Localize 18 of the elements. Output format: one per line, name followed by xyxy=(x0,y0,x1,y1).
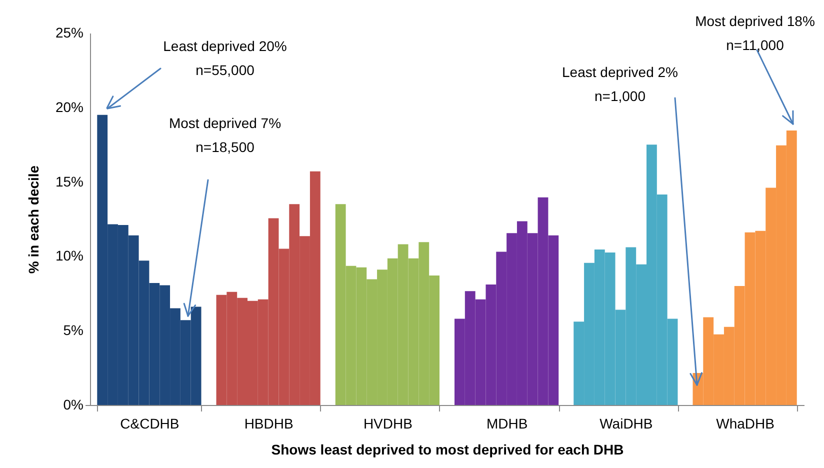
y-tick-label: 25% xyxy=(55,24,84,40)
y-tick-label: 10% xyxy=(55,248,84,264)
y-tick-label: 15% xyxy=(55,173,84,190)
x-tick-label: WaiDHB xyxy=(600,416,653,432)
annotation: Least deprived 2% n=1,000 xyxy=(562,64,678,104)
annotation: Most deprived 7% n=18,500 xyxy=(168,115,282,155)
y-axis-title: % in each decile xyxy=(25,165,42,274)
annotation: Most deprived 18% n=11,000 xyxy=(695,13,815,53)
x-axis-title: Shows least deprived to most deprived for each DHB xyxy=(271,442,624,458)
x-tick-label: WhaDHB xyxy=(716,416,774,432)
annotation: Least deprived 20% n=55,000 xyxy=(163,38,287,78)
x-tick-label: HVDHB xyxy=(363,416,412,432)
y-tick-label: 5% xyxy=(63,322,84,338)
x-tick-label: C&CDHB xyxy=(120,416,180,432)
y-tick-label: 0% xyxy=(63,396,84,412)
x-tick-label: HBDHB xyxy=(244,416,294,432)
y-tick-label: 20% xyxy=(55,98,84,115)
x-tick-label: MDHB xyxy=(486,416,528,432)
